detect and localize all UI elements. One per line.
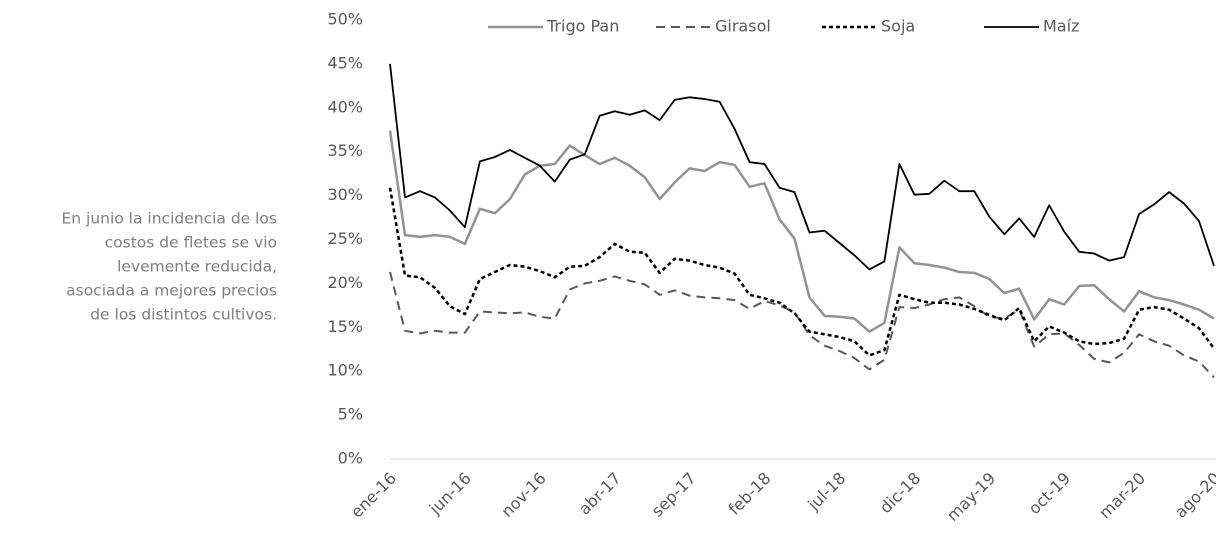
y-tick-label: 15% bbox=[327, 317, 363, 336]
x-tick-label: abr-17 bbox=[575, 469, 625, 519]
x-tick-label: may-19 bbox=[943, 469, 999, 525]
annotation: En junio la incidencia de los bbox=[61, 210, 277, 228]
y-tick-label: 45% bbox=[327, 53, 363, 72]
y-tick-label: 30% bbox=[327, 185, 363, 204]
series-line bbox=[389, 271, 1215, 378]
legend-label: Maíz bbox=[1043, 17, 1079, 36]
annotation: de los distintos cultivos. bbox=[90, 306, 277, 324]
y-tick-label: 40% bbox=[327, 97, 363, 116]
y-tick-label: 5% bbox=[338, 405, 363, 424]
legend-label: Soja bbox=[881, 17, 915, 36]
y-tick-label: 35% bbox=[327, 141, 363, 160]
x-tick-label: jul-18 bbox=[803, 469, 849, 515]
x-tick-label: jun-16 bbox=[425, 469, 475, 519]
series-line bbox=[389, 63, 1215, 271]
x-tick-label: nov-16 bbox=[497, 469, 549, 521]
x-tick-label: mar-20 bbox=[1095, 469, 1149, 523]
x-tick-label: oct-19 bbox=[1025, 469, 1074, 518]
x-tick-label: ago-20 bbox=[1171, 469, 1216, 522]
x-tick-label: ene-16 bbox=[347, 469, 400, 522]
annotation: costos de fletes se vio bbox=[105, 234, 277, 252]
legend-label: Girasol bbox=[715, 17, 771, 36]
y-tick-label: 10% bbox=[327, 361, 363, 380]
annotation: levemente reducida, bbox=[117, 258, 277, 276]
series-line bbox=[388, 130, 1215, 333]
x-tick-label: feb-18 bbox=[725, 469, 775, 519]
y-tick-label: 25% bbox=[327, 229, 363, 248]
series-line bbox=[388, 187, 1216, 357]
annotation: asociada a mejores precios bbox=[66, 282, 277, 300]
legend-label: Trigo Pan bbox=[546, 17, 619, 36]
x-tick-label: dic-18 bbox=[876, 469, 924, 517]
x-tick-label: sep-17 bbox=[648, 469, 700, 521]
y-tick-label: 20% bbox=[327, 273, 363, 292]
y-tick-label: 0% bbox=[338, 449, 363, 468]
y-tick-label: 50% bbox=[327, 10, 363, 29]
